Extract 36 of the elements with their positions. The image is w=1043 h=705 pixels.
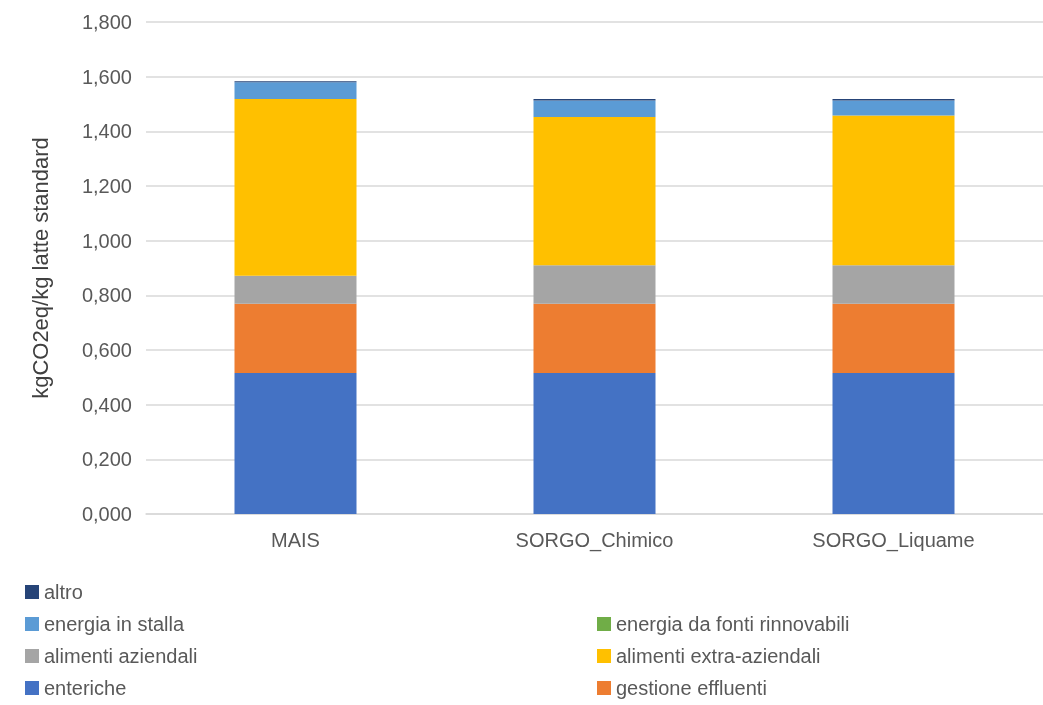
legend-label: energia in stalla <box>44 613 185 635</box>
y-axis-title: kgCO2eq/kg latte standard <box>27 137 53 399</box>
legend-label: altro <box>44 581 83 603</box>
bar <box>533 100 656 118</box>
y-tick-label: 0,600 <box>81 339 132 361</box>
bar <box>832 115 955 266</box>
bar <box>234 303 357 373</box>
bar <box>533 372 656 514</box>
bar <box>832 265 955 304</box>
y-tick-label: 1,000 <box>81 229 132 252</box>
y-tick-label: 0,200 <box>81 448 132 471</box>
legend-label: energia da fonti rinnovabili <box>616 613 850 635</box>
bar <box>832 303 955 373</box>
legend-label: alimenti aziendali <box>44 645 198 667</box>
y-tick-label: 0,000 <box>81 503 132 525</box>
bar <box>234 372 357 514</box>
y-tick-label: 1,600 <box>81 65 132 88</box>
x-tick-label: SORGO_Chimico <box>515 529 674 552</box>
legend-label: gestione effluenti <box>616 677 767 699</box>
y-tick-label: 1,800 <box>81 11 132 33</box>
bar <box>832 100 955 116</box>
y-tick-label: 0,800 <box>81 284 132 307</box>
y-tick-label: 0,400 <box>81 393 132 416</box>
bar <box>533 303 656 373</box>
bar <box>234 275 357 304</box>
legend-label: alimenti extra-aziendali <box>616 645 821 667</box>
x-tick-label: MAIS <box>271 529 320 551</box>
bar <box>832 372 955 514</box>
bar <box>234 99 357 276</box>
bar <box>234 82 357 100</box>
y-tick-label: 1,400 <box>81 120 132 143</box>
legend-label: enteriche <box>44 677 127 699</box>
y-tick-label: 1,200 <box>81 175 132 197</box>
bar <box>533 117 656 266</box>
x-tick-label: SORGO_Liquame <box>812 529 975 552</box>
bar <box>533 265 656 304</box>
